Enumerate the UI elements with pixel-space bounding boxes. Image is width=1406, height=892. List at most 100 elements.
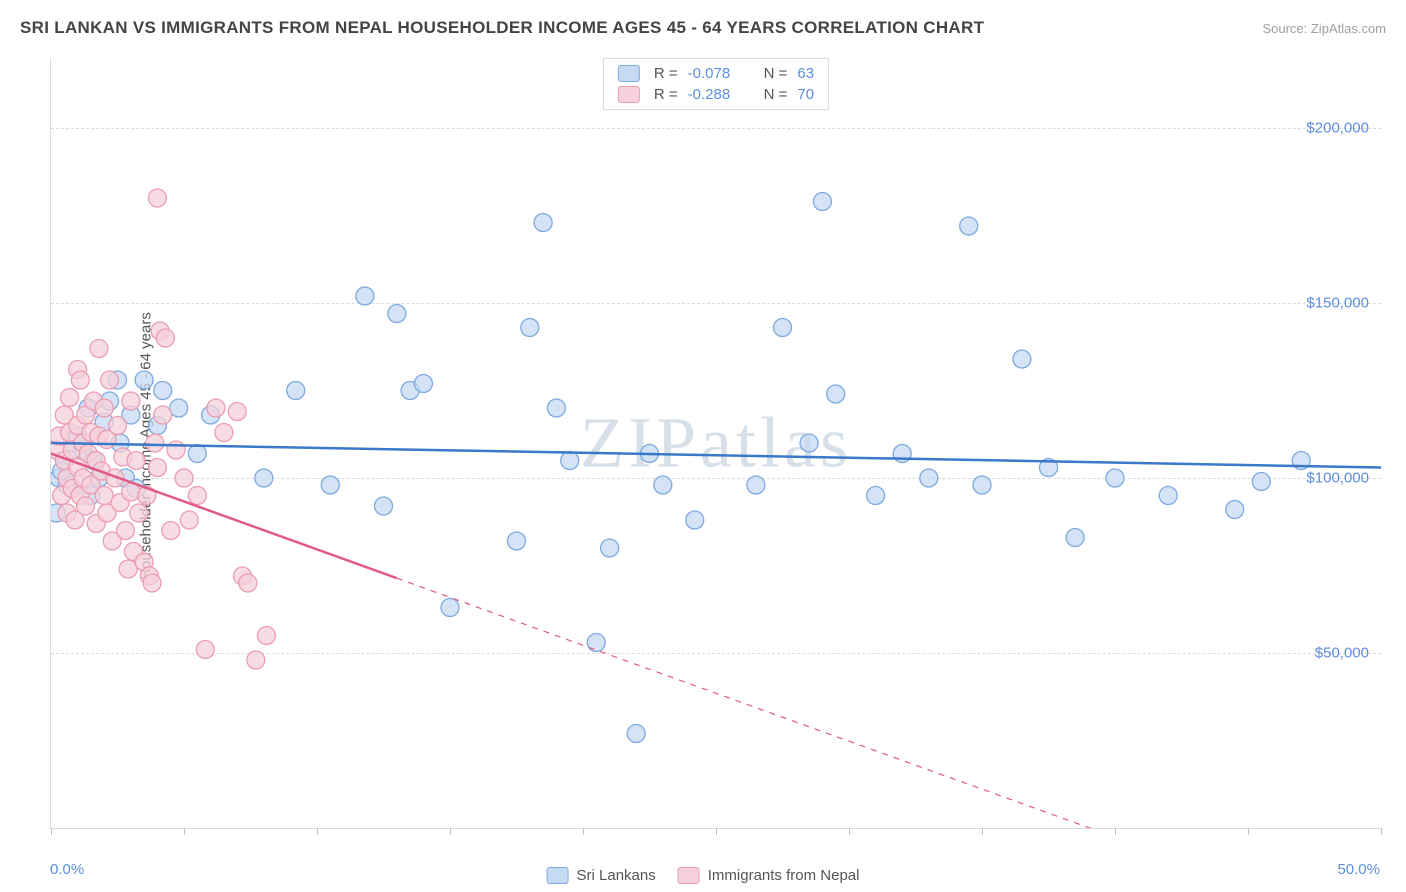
- data-point: [148, 459, 166, 477]
- data-point: [774, 319, 792, 337]
- data-point: [867, 487, 885, 505]
- n-value: 63: [797, 65, 814, 82]
- legend-swatch: [678, 867, 700, 884]
- data-point: [1066, 529, 1084, 547]
- data-point: [561, 452, 579, 470]
- legend-row: R = -0.078 N = 63: [604, 63, 828, 84]
- data-point: [255, 469, 273, 487]
- data-point: [175, 469, 193, 487]
- data-point: [654, 476, 672, 494]
- data-point: [148, 189, 166, 207]
- data-point: [800, 434, 818, 452]
- legend-item: Sri Lankans: [547, 867, 656, 884]
- data-point: [188, 445, 206, 463]
- data-point: [154, 406, 172, 424]
- data-point: [61, 389, 79, 407]
- data-point: [162, 522, 180, 540]
- data-point: [146, 434, 164, 452]
- data-point: [215, 424, 233, 442]
- data-point: [170, 399, 188, 417]
- chart-area: ZIPatlas R =-0.078N =63R =-0.288N =70 $5…: [50, 58, 1381, 829]
- data-point: [686, 511, 704, 529]
- data-point: [547, 399, 565, 417]
- x-tick: [51, 828, 52, 835]
- data-point: [135, 371, 153, 389]
- x-tick: [1115, 828, 1116, 835]
- r-value: -0.078: [688, 65, 746, 82]
- source-label: Source: ZipAtlas.com: [1262, 21, 1386, 36]
- x-tick: [1381, 828, 1382, 835]
- data-point: [122, 392, 140, 410]
- legend-swatch: [618, 65, 640, 82]
- regression-line-extrapolated: [397, 578, 1381, 828]
- data-point: [180, 511, 198, 529]
- legend-swatch: [618, 86, 640, 103]
- x-tick-label: 0.0%: [50, 861, 84, 878]
- data-point: [920, 469, 938, 487]
- data-point: [1106, 469, 1124, 487]
- data-point: [747, 476, 765, 494]
- data-point: [95, 487, 113, 505]
- data-point: [627, 725, 645, 743]
- data-point: [813, 193, 831, 211]
- data-point: [109, 417, 127, 435]
- data-point: [960, 217, 978, 235]
- data-point: [156, 329, 174, 347]
- data-point: [973, 476, 991, 494]
- legend-label: Sri Lankans: [577, 867, 656, 884]
- x-tick: [849, 828, 850, 835]
- legend-swatch: [547, 867, 569, 884]
- data-point: [356, 287, 374, 305]
- data-point: [154, 382, 172, 400]
- data-point: [257, 627, 275, 645]
- data-point: [414, 375, 432, 393]
- data-point: [287, 382, 305, 400]
- data-point: [239, 574, 257, 592]
- series-legend: Sri Lankans Immigrants from Nepal: [547, 867, 860, 884]
- data-point: [247, 651, 265, 669]
- legend-row: R = -0.288 N = 70: [604, 84, 828, 105]
- data-point: [101, 371, 119, 389]
- data-point: [71, 371, 89, 389]
- data-point: [1252, 473, 1270, 491]
- data-point: [188, 487, 206, 505]
- data-point: [143, 574, 161, 592]
- data-point: [1226, 501, 1244, 519]
- data-point: [127, 452, 145, 470]
- data-point: [534, 214, 552, 232]
- correlation-legend: R = -0.078 N = 63 R = -0.288 N = 70: [603, 58, 829, 110]
- x-tick: [1248, 828, 1249, 835]
- data-point: [521, 319, 539, 337]
- data-point: [388, 305, 406, 323]
- n-value: 70: [797, 86, 814, 103]
- data-point: [119, 560, 137, 578]
- data-point: [587, 634, 605, 652]
- x-tick: [317, 828, 318, 835]
- n-label: N =: [764, 86, 788, 103]
- data-point: [1159, 487, 1177, 505]
- data-point: [441, 599, 459, 617]
- data-point: [207, 399, 225, 417]
- header: SRI LANKAN VS IMMIGRANTS FROM NEPAL HOUS…: [20, 18, 1386, 38]
- data-point: [375, 497, 393, 515]
- n-label: N =: [764, 65, 788, 82]
- data-point: [77, 497, 95, 515]
- data-point: [321, 476, 339, 494]
- data-point: [228, 403, 246, 421]
- chart-title: SRI LANKAN VS IMMIGRANTS FROM NEPAL HOUS…: [20, 18, 984, 38]
- data-point: [827, 385, 845, 403]
- regression-line: [51, 443, 1381, 468]
- data-point: [508, 532, 526, 550]
- x-tick: [450, 828, 451, 835]
- data-point: [90, 340, 108, 358]
- data-point: [130, 504, 148, 522]
- data-point: [167, 441, 185, 459]
- scatter-plot: [51, 58, 1381, 828]
- data-point: [601, 539, 619, 557]
- x-tick: [583, 828, 584, 835]
- r-label: R =: [654, 86, 678, 103]
- legend-item: Immigrants from Nepal: [678, 867, 860, 884]
- x-tick: [716, 828, 717, 835]
- r-label: R =: [654, 65, 678, 82]
- r-value: -0.288: [688, 86, 746, 103]
